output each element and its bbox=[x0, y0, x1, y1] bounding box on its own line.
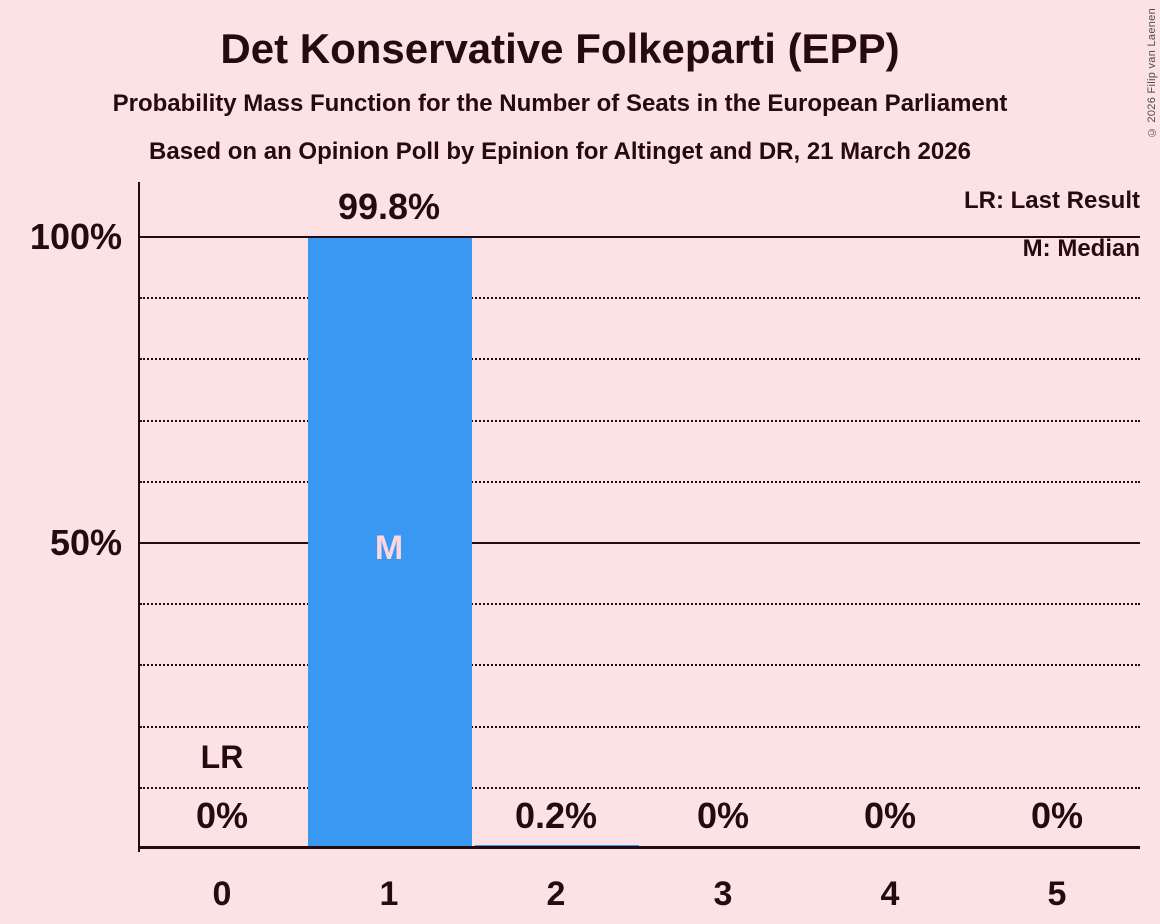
chart-title: Det Konservative Folkeparti (EPP) bbox=[220, 25, 900, 72]
x-axis-tick-2: 2 bbox=[546, 875, 566, 913]
y-axis-tick-100: 100% bbox=[29, 216, 122, 257]
x-axis-tick-5: 5 bbox=[1047, 875, 1067, 913]
value-label-5: 0% bbox=[1030, 795, 1084, 836]
gridline-80 bbox=[140, 358, 1140, 360]
gridline-40 bbox=[140, 603, 1140, 605]
y-axis-tick-50: 50% bbox=[49, 522, 122, 563]
x-axis-tick-1: 1 bbox=[379, 875, 399, 913]
value-label-1: 99.8% bbox=[337, 186, 441, 227]
legend-median: M: Median bbox=[1022, 235, 1140, 262]
gridline-60 bbox=[140, 481, 1140, 483]
gridline-100 bbox=[140, 236, 1140, 238]
value-label-2: 0.2% bbox=[514, 795, 598, 836]
copyright-notice: © 2026 Filip van Laenen bbox=[1146, 8, 1158, 139]
legend-last-result: LR: Last Result bbox=[963, 187, 1140, 214]
chart-source-line: Based on an Opinion Poll by Epinion for … bbox=[149, 138, 971, 165]
chart-subtitle: Probability Mass Function for the Number… bbox=[112, 90, 1008, 117]
gridline-10 bbox=[140, 787, 1140, 789]
value-label-4: 0% bbox=[863, 795, 917, 836]
last-result-marker: LR bbox=[200, 739, 244, 775]
probability-bar-1 bbox=[308, 238, 472, 846]
median-marker: M bbox=[374, 529, 404, 567]
x-axis-tick-3: 3 bbox=[713, 875, 733, 913]
value-label-0: 0% bbox=[195, 795, 249, 836]
value-label-3: 0% bbox=[696, 795, 750, 836]
x-axis-tick-4: 4 bbox=[880, 875, 900, 913]
probability-bar-2 bbox=[475, 844, 639, 846]
gridline-30 bbox=[140, 664, 1140, 666]
gridline-70 bbox=[140, 420, 1140, 422]
gridline-20 bbox=[140, 726, 1140, 728]
plot-area bbox=[140, 236, 1140, 849]
y-axis-line bbox=[138, 182, 140, 852]
gridline-50 bbox=[140, 542, 1140, 544]
x-axis-tick-0: 0 bbox=[212, 875, 232, 913]
gridline-90 bbox=[140, 297, 1140, 299]
